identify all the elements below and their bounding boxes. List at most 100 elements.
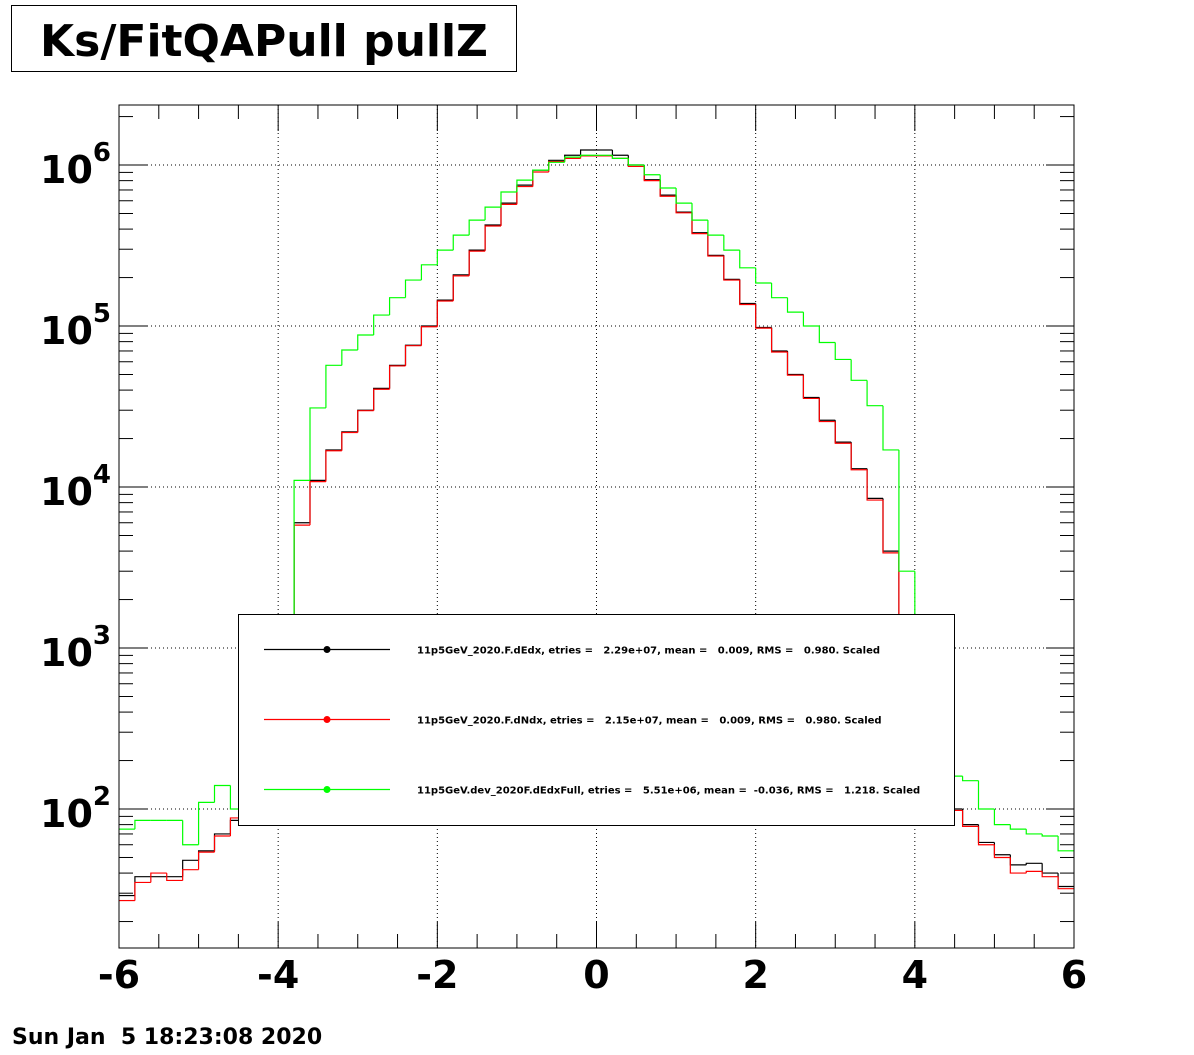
histogram-step — [723, 256, 740, 281]
histogram-step — [627, 158, 645, 166]
histogram-step — [373, 314, 390, 335]
legend-label: 11p5GeV_2020.F.dEdx, etries = 2.29e+07, … — [417, 646, 880, 657]
y-tick-base: 10 — [40, 631, 93, 675]
chart-title: Ks/FitQAPull pullZ — [40, 16, 488, 67]
histogram-step — [420, 326, 438, 346]
y-tick-label: 106 — [40, 138, 111, 192]
histogram-step — [436, 249, 454, 265]
legend-label: 11p5GeV_2020.F.dNdx, etries = 2.15e+07, … — [417, 716, 882, 727]
histogram-step — [1025, 862, 1043, 865]
histogram-step — [977, 826, 995, 846]
x-tick-label: 0 — [583, 953, 609, 997]
histogram-step — [341, 431, 358, 451]
histogram-step — [182, 869, 199, 881]
legend-marker — [323, 716, 331, 723]
histogram-step — [802, 375, 820, 400]
histogram-step — [770, 328, 788, 353]
histogram-step — [1025, 829, 1043, 835]
y-tick-exponent: 2 — [93, 782, 111, 812]
histogram-step — [977, 780, 995, 810]
histogram-step — [309, 481, 326, 526]
histogram-step — [1057, 876, 1074, 890]
plot-frame — [118, 104, 1075, 949]
histogram-step — [755, 267, 772, 284]
histogram-step — [1025, 870, 1043, 874]
histogram-step — [1057, 835, 1074, 852]
histogram-step — [341, 349, 358, 366]
y-tick-base: 10 — [40, 309, 93, 353]
histogram-step — [643, 165, 661, 176]
histogram-step — [961, 776, 979, 782]
histogram-step — [786, 351, 804, 376]
legend-marker — [323, 786, 331, 793]
histogram-step — [866, 469, 883, 501]
x-tick-label: 2 — [742, 953, 768, 997]
histogram-step — [548, 161, 565, 171]
histogram-step — [961, 810, 979, 827]
histogram-step — [993, 844, 1011, 859]
histogram-step — [388, 297, 406, 316]
x-tick-label: -6 — [98, 953, 140, 997]
histogram-step — [802, 312, 820, 327]
histogram-step — [834, 342, 852, 361]
histogram-step — [882, 405, 899, 451]
y-tick-exponent: 6 — [93, 138, 111, 168]
histogram-step — [213, 835, 231, 853]
histogram-step — [420, 264, 438, 281]
histogram-step — [468, 219, 486, 236]
histogram-step — [404, 345, 422, 366]
histogram-step — [325, 364, 342, 408]
histogram-step — [739, 280, 756, 306]
histogram-step — [866, 380, 883, 407]
histogram-step — [309, 407, 326, 481]
histogram-step — [707, 220, 724, 236]
histogram-step — [707, 233, 724, 257]
histogram-step — [850, 443, 868, 471]
histogram-step — [484, 206, 501, 221]
legend-marker — [323, 646, 331, 653]
histogram-step — [500, 191, 517, 208]
x-tick-label: -2 — [416, 953, 458, 997]
histogram-step — [452, 234, 470, 251]
legend-label: 11p5GeV.dev_2020F.dEdxFull, etries = 5.5… — [417, 786, 920, 797]
histogram-step — [755, 304, 772, 329]
histogram-step — [452, 275, 470, 302]
y-tick-exponent: 5 — [93, 299, 111, 329]
histogram-step — [532, 169, 549, 181]
histogram-step — [1041, 871, 1059, 878]
histogram-step — [818, 326, 836, 344]
histogram-step — [134, 881, 151, 901]
histogram-step — [1009, 824, 1027, 830]
histogram-step — [516, 179, 533, 193]
histogram-step — [882, 500, 899, 554]
histogram-step — [850, 359, 868, 381]
x-tick-label: 4 — [902, 953, 928, 997]
histogram-step — [1041, 833, 1059, 837]
histogram-step — [293, 479, 310, 620]
date-stamp: Sun Jan 5 18:23:08 2020 — [12, 1025, 322, 1050]
histogram-step — [993, 809, 1011, 826]
histogram-step — [325, 450, 342, 482]
histogram-step — [357, 334, 374, 350]
histogram-step — [213, 784, 231, 803]
histogram-step — [564, 156, 581, 163]
histogram-step — [484, 225, 501, 252]
histogram-step — [659, 174, 677, 189]
histogram-step — [373, 388, 390, 411]
histogram-step — [357, 410, 374, 433]
histogram-step — [404, 279, 422, 298]
histogram-step — [675, 188, 692, 204]
histogram-step — [786, 297, 804, 313]
histogram-step — [182, 820, 199, 846]
histogram-step — [834, 421, 852, 444]
histogram-step — [739, 250, 756, 269]
y-tick-base: 10 — [40, 148, 93, 192]
y-tick-base: 10 — [40, 470, 93, 514]
histogram-step — [691, 203, 708, 221]
histogram-step — [150, 872, 167, 883]
histogram-step — [723, 235, 740, 251]
histogram-step — [197, 801, 215, 845]
y-tick-label: 102 — [40, 782, 111, 836]
histogram-step — [166, 873, 183, 882]
